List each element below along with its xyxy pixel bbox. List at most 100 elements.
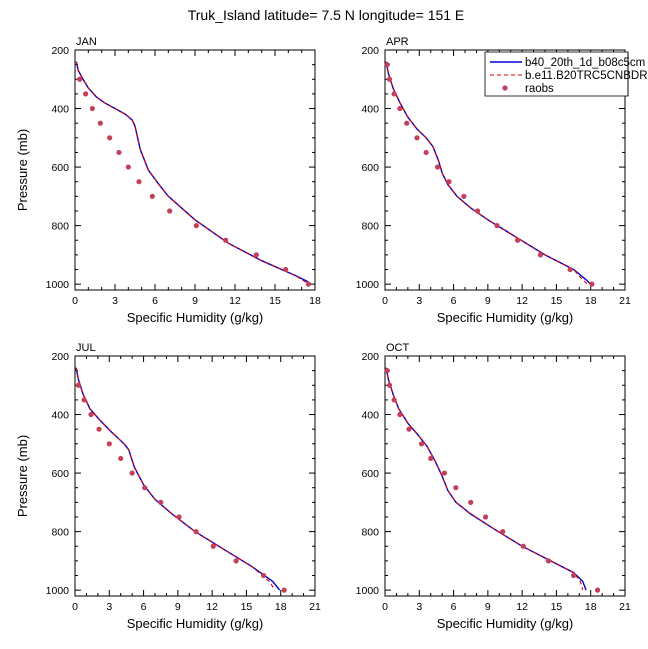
x-tick-label: 18 — [309, 295, 321, 307]
x-tick-label: 18 — [585, 601, 597, 613]
raobs-point — [223, 237, 229, 243]
raobs-point — [589, 281, 595, 287]
x-tick-label: 6 — [152, 295, 158, 307]
x-tick-label: 21 — [309, 601, 321, 613]
raobs-point — [260, 572, 267, 579]
raobs-point — [384, 368, 390, 374]
x-tick-label: 0 — [382, 601, 388, 613]
raobs-point — [594, 587, 601, 593]
x-tick-label: 15 — [551, 295, 563, 307]
y-tick-label: 400 — [361, 410, 379, 422]
x-tick-label: 0 — [382, 295, 388, 307]
raobs-point — [406, 426, 412, 432]
series-line-b-e11 — [385, 367, 584, 591]
raobs-point — [167, 208, 173, 214]
raobs-point — [391, 91, 397, 97]
raobs-point — [305, 281, 311, 287]
raobs-point — [482, 514, 489, 520]
raobs-point — [453, 485, 459, 491]
panel-oct: OCT 0 3 6 9 12 15 18 21 200 400 600 800 1000 Specific … — [356, 342, 631, 631]
raobs-point — [75, 382, 82, 388]
x-tick-label: 9 — [175, 601, 181, 613]
legend-label: raobs — [525, 83, 554, 95]
raobs-point — [386, 382, 393, 388]
y-tick-label: 600 — [361, 162, 379, 174]
raobs-point — [233, 558, 239, 564]
raobs-point — [386, 76, 393, 82]
x-tick-label: 18 — [275, 601, 287, 613]
panel-jul: JUL 0 3 6 9 12 15 18 21 200 400 600 800 1000 Specific … — [15, 342, 321, 631]
y-tick-label: 800 — [361, 221, 379, 233]
x-axis-label: Specific Humidity (g/kg) — [127, 310, 264, 325]
panel-label: APR — [386, 36, 409, 48]
x-tick-label: 9 — [485, 601, 491, 613]
raobs-point — [384, 62, 390, 68]
x-axis-label: Specific Humidity (g/kg) — [437, 310, 574, 325]
y-tick-label: 200 — [51, 351, 69, 363]
raobs-point — [158, 499, 164, 505]
x-tick-label: 15 — [241, 601, 253, 613]
raobs-point — [446, 179, 452, 185]
x-axis-label: Specific Humidity (g/kg) — [437, 616, 574, 631]
plot-frame — [74, 49, 316, 291]
legend-label: b40_20th_1d_b08c5cm — [525, 57, 645, 69]
x-tick-label: 15 — [551, 601, 563, 613]
y-tick-label: 600 — [51, 468, 69, 480]
y-tick-label: 1000 — [356, 585, 380, 597]
raobs-point — [397, 411, 403, 418]
raobs-point — [397, 105, 403, 112]
y-tick-label: 1000 — [356, 279, 380, 291]
x-tick-label: 9 — [485, 295, 491, 307]
raobs-point — [461, 193, 467, 199]
series-line-b40 — [385, 367, 587, 591]
series-line-b-e11 — [75, 367, 276, 591]
raobs-point — [116, 149, 122, 156]
raobs-point — [210, 543, 216, 549]
plot-frame — [384, 49, 626, 291]
x-tick-label: 15 — [269, 295, 281, 307]
raobs-point — [545, 558, 552, 564]
y-tick-label: 1000 — [46, 585, 70, 597]
raobs-point — [149, 193, 155, 199]
series-line-b40 — [75, 61, 312, 285]
raobs-point — [567, 266, 573, 273]
x-tick-label: 12 — [206, 601, 218, 613]
series-line-b40 — [75, 367, 281, 591]
raobs-point — [88, 411, 94, 418]
raobs-point — [537, 252, 544, 258]
legend: b40_20th_1d_b08c5cmb.e11.B20TRC5CNBDRrao… — [484, 51, 648, 97]
x-tick-label: 21 — [619, 295, 631, 307]
y-tick-label: 600 — [51, 162, 69, 174]
raobs-point — [106, 441, 112, 447]
panel-label: OCT — [386, 342, 410, 354]
x-tick-label: 3 — [106, 601, 112, 613]
panel-apr: APR 0 3 6 9 12 15 18 21 200 400 600 800 1000 Specific … — [356, 36, 631, 325]
raobs-point — [193, 223, 199, 229]
y-tick-label: 200 — [361, 351, 379, 363]
y-tick-label: 400 — [51, 104, 69, 116]
x-tick-label: 6 — [141, 601, 147, 613]
x-tick-label: 3 — [416, 601, 422, 613]
y-tick-label: 1000 — [46, 279, 70, 291]
y-tick-label: 200 — [361, 45, 379, 57]
raobs-point — [142, 485, 148, 491]
legend-box — [484, 51, 629, 97]
plot-frame — [74, 355, 316, 597]
raobs-point — [418, 441, 425, 447]
y-tick-label: 800 — [51, 527, 69, 539]
raobs-point — [283, 266, 289, 273]
legend-marker-raobs — [502, 85, 508, 91]
panel-label: JAN — [76, 36, 97, 48]
raobs-point — [107, 135, 113, 141]
raobs-point — [570, 572, 577, 579]
raobs-point — [129, 470, 135, 476]
raobs-point — [474, 208, 481, 214]
raobs-point — [136, 179, 142, 185]
y-axis-label: Pressure (mb) — [15, 435, 30, 517]
y-tick-label: 800 — [51, 221, 69, 233]
raobs-point — [391, 397, 397, 403]
raobs-point — [494, 223, 500, 229]
x-tick-label: 0 — [72, 295, 78, 307]
